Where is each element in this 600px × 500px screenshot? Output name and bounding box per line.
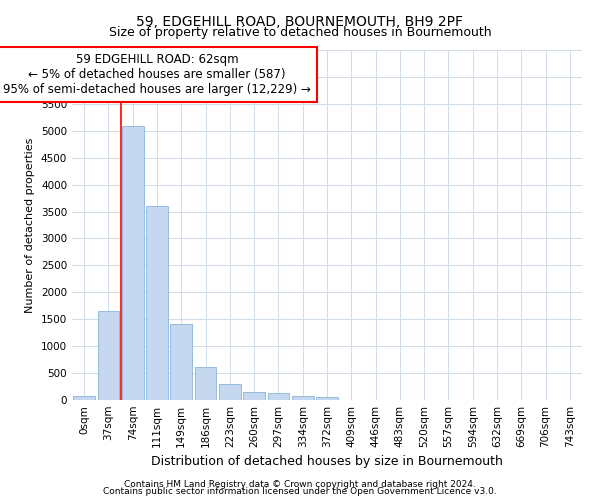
Bar <box>170 324 192 400</box>
Text: 59 EDGEHILL ROAD: 62sqm
← 5% of detached houses are smaller (587)
95% of semi-de: 59 EDGEHILL ROAD: 62sqm ← 5% of detached… <box>3 52 311 96</box>
Text: Contains HM Land Registry data © Crown copyright and database right 2024.: Contains HM Land Registry data © Crown c… <box>124 480 476 489</box>
Bar <box>73 396 95 400</box>
Bar <box>316 398 338 400</box>
Text: 59, EDGEHILL ROAD, BOURNEMOUTH, BH9 2PF: 59, EDGEHILL ROAD, BOURNEMOUTH, BH9 2PF <box>137 15 464 29</box>
Bar <box>268 393 289 400</box>
Bar <box>292 396 314 400</box>
Bar <box>194 366 217 400</box>
X-axis label: Distribution of detached houses by size in Bournemouth: Distribution of detached houses by size … <box>151 456 503 468</box>
Bar <box>219 384 241 400</box>
Bar <box>146 206 168 400</box>
Bar <box>122 126 143 400</box>
Bar <box>243 392 265 400</box>
Text: Contains public sector information licensed under the Open Government Licence v3: Contains public sector information licen… <box>103 487 497 496</box>
Y-axis label: Number of detached properties: Number of detached properties <box>25 138 35 312</box>
Bar <box>97 311 119 400</box>
Text: Size of property relative to detached houses in Bournemouth: Size of property relative to detached ho… <box>109 26 491 39</box>
